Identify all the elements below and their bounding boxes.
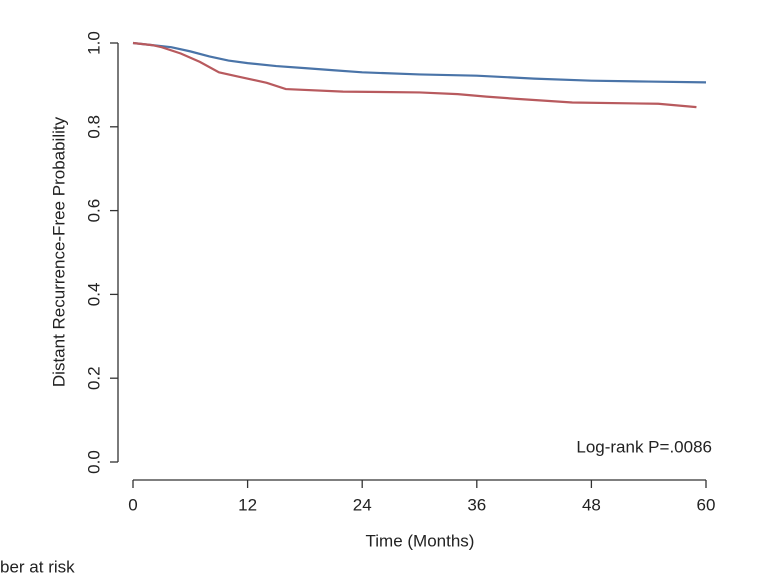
y-axis-label: Distant Recurrence-Free Probability <box>49 116 68 387</box>
x-tick-label: 12 <box>238 495 257 514</box>
x-tick-label: 48 <box>582 495 601 514</box>
survival-line <box>132 41 707 84</box>
survival-line <box>132 41 697 109</box>
x-axis-label: Time (Months) <box>366 531 475 550</box>
y-tick-label: 0.4 <box>84 283 103 307</box>
y-tick-label: 0.6 <box>84 199 103 223</box>
x-tick-label: 60 <box>697 495 716 514</box>
annotation: Log-rank P=.0086 <box>576 437 712 456</box>
x-tick-label: 36 <box>467 495 486 514</box>
y-tick-label: 0.0 <box>84 450 103 474</box>
footer: ber at risk <box>0 557 75 576</box>
x-tick-label: 0 <box>128 495 137 514</box>
y-tick-label: 0.8 <box>84 115 103 139</box>
y-tick-label: 0.2 <box>84 366 103 390</box>
y-tick-label: 1.0 <box>84 31 103 55</box>
x-tick-label: 24 <box>353 495 372 514</box>
